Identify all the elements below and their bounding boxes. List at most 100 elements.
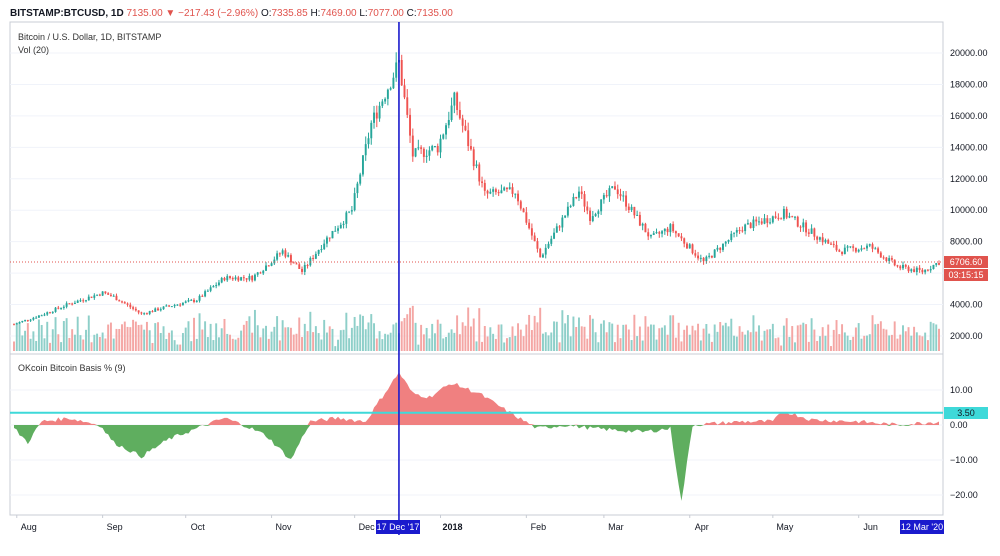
candle — [215, 282, 218, 289]
candle — [450, 97, 453, 122]
volume-bar — [242, 324, 245, 351]
candle — [486, 189, 489, 199]
volume-bar — [644, 316, 647, 351]
open-value: 7335.85 — [271, 8, 308, 19]
candle — [248, 273, 251, 282]
volume-bar — [342, 329, 345, 351]
candle — [253, 273, 256, 282]
volume-bar — [910, 335, 913, 351]
candle — [60, 307, 63, 310]
volume-bar — [794, 342, 796, 351]
candle — [541, 253, 544, 259]
volume-bar — [807, 341, 810, 351]
candle — [650, 234, 652, 239]
candle — [295, 262, 298, 265]
volume-bar — [168, 332, 171, 351]
volume-bar — [262, 328, 265, 351]
candle — [62, 305, 65, 310]
volume-bar — [237, 337, 240, 351]
candle — [727, 239, 730, 244]
basis-negative-area — [14, 425, 939, 501]
candle — [145, 312, 148, 315]
date-tick-label: Sep — [107, 522, 123, 532]
volume-bar — [62, 321, 65, 351]
volume-bar — [253, 309, 256, 351]
volume-bar — [190, 341, 193, 351]
volume-bar — [832, 329, 835, 351]
volume-bar — [442, 338, 445, 351]
volume-bar — [514, 335, 517, 351]
candle — [674, 230, 677, 238]
candle — [644, 222, 647, 233]
volume-bar — [245, 320, 248, 351]
candle — [907, 265, 910, 273]
candle — [522, 207, 525, 213]
volume-bar — [26, 323, 29, 351]
volume-bar — [616, 324, 619, 351]
candle — [697, 251, 700, 261]
candle — [539, 247, 542, 258]
volume-bar — [339, 330, 342, 351]
candle — [137, 310, 140, 315]
candle — [65, 301, 68, 309]
volume-bar — [505, 338, 508, 351]
candle — [669, 223, 672, 237]
volume-bar — [860, 338, 863, 351]
candle — [935, 262, 938, 267]
volume-bar — [697, 323, 700, 351]
candle — [483, 179, 486, 196]
volume-bar — [661, 327, 664, 351]
candle — [15, 322, 18, 325]
candle — [902, 261, 904, 271]
candle — [334, 226, 337, 232]
candle — [904, 263, 907, 269]
candle — [478, 162, 481, 186]
volume-bar — [641, 340, 644, 351]
volume-bar — [752, 315, 755, 351]
volume-bar — [93, 334, 96, 351]
candle — [37, 314, 40, 318]
candle — [879, 251, 882, 258]
volume-bar — [472, 318, 475, 351]
candle — [276, 250, 279, 261]
candle — [170, 306, 173, 308]
volume-bar — [82, 339, 85, 351]
volume-bar — [511, 326, 514, 351]
candle — [231, 276, 234, 281]
candle — [403, 78, 406, 100]
volume-bar — [112, 338, 115, 351]
volume-bar — [755, 331, 758, 351]
candle — [375, 105, 378, 128]
volume-bar — [727, 326, 730, 351]
volume-bar — [345, 312, 348, 351]
volume-bar — [204, 321, 207, 351]
candle — [370, 120, 373, 145]
candle — [40, 314, 43, 317]
basis-area — [10, 372, 943, 501]
candle — [555, 223, 558, 233]
volume-bar — [738, 326, 741, 351]
volume-bar — [619, 338, 622, 351]
candle — [43, 312, 46, 317]
candle — [428, 146, 431, 161]
price-tick-label: 16000.00 — [950, 111, 988, 121]
candle — [846, 244, 849, 252]
volume-bar — [392, 324, 395, 351]
candle — [575, 196, 578, 200]
candle — [453, 91, 456, 114]
volume-bar — [810, 318, 813, 351]
volume-bar — [289, 327, 292, 351]
volume-bar — [627, 329, 630, 351]
volume-bar — [364, 329, 367, 351]
candle — [234, 275, 237, 281]
volume-bar — [614, 342, 616, 351]
candle — [417, 139, 420, 151]
date-tick-label: Dec — [359, 522, 376, 532]
volume-bar — [854, 327, 857, 351]
candle — [134, 306, 137, 312]
candle — [325, 235, 328, 248]
volume-bar — [226, 333, 229, 351]
volume-bar — [46, 321, 49, 351]
volume-bar — [478, 308, 481, 351]
